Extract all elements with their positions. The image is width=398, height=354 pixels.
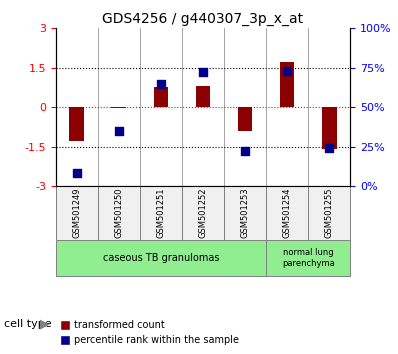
Bar <box>196 86 211 107</box>
Bar <box>154 87 168 107</box>
Point <box>74 171 80 176</box>
Text: caseous TB granulomas: caseous TB granulomas <box>103 253 219 263</box>
Point <box>200 70 206 75</box>
Text: GSM501252: GSM501252 <box>199 188 207 238</box>
Text: GSM501251: GSM501251 <box>156 188 166 238</box>
Point <box>116 128 122 134</box>
Text: GSM501253: GSM501253 <box>240 188 250 238</box>
Text: cell type: cell type <box>4 319 52 329</box>
Bar <box>111 107 126 108</box>
FancyBboxPatch shape <box>140 186 182 240</box>
FancyBboxPatch shape <box>56 186 98 240</box>
Text: ▶: ▶ <box>40 318 49 330</box>
Point <box>326 145 332 151</box>
FancyBboxPatch shape <box>266 240 350 276</box>
Text: GSM501255: GSM501255 <box>325 188 334 238</box>
Bar <box>280 63 295 107</box>
Bar <box>322 107 337 149</box>
Point <box>158 81 164 86</box>
Bar <box>238 107 252 131</box>
Text: GSM501250: GSM501250 <box>114 188 123 238</box>
FancyBboxPatch shape <box>266 186 308 240</box>
Text: GSM501254: GSM501254 <box>283 188 292 238</box>
FancyBboxPatch shape <box>308 186 350 240</box>
FancyBboxPatch shape <box>182 186 224 240</box>
FancyBboxPatch shape <box>56 240 266 276</box>
FancyBboxPatch shape <box>224 186 266 240</box>
FancyBboxPatch shape <box>98 186 140 240</box>
Text: GSM501249: GSM501249 <box>72 188 81 238</box>
Title: GDS4256 / g440307_3p_x_at: GDS4256 / g440307_3p_x_at <box>102 12 304 26</box>
Point <box>242 148 248 154</box>
Legend: transformed count, percentile rank within the sample: transformed count, percentile rank withi… <box>57 316 243 349</box>
Point <box>284 68 290 74</box>
Text: normal lung
parenchyma: normal lung parenchyma <box>282 249 335 268</box>
Bar <box>69 107 84 141</box>
